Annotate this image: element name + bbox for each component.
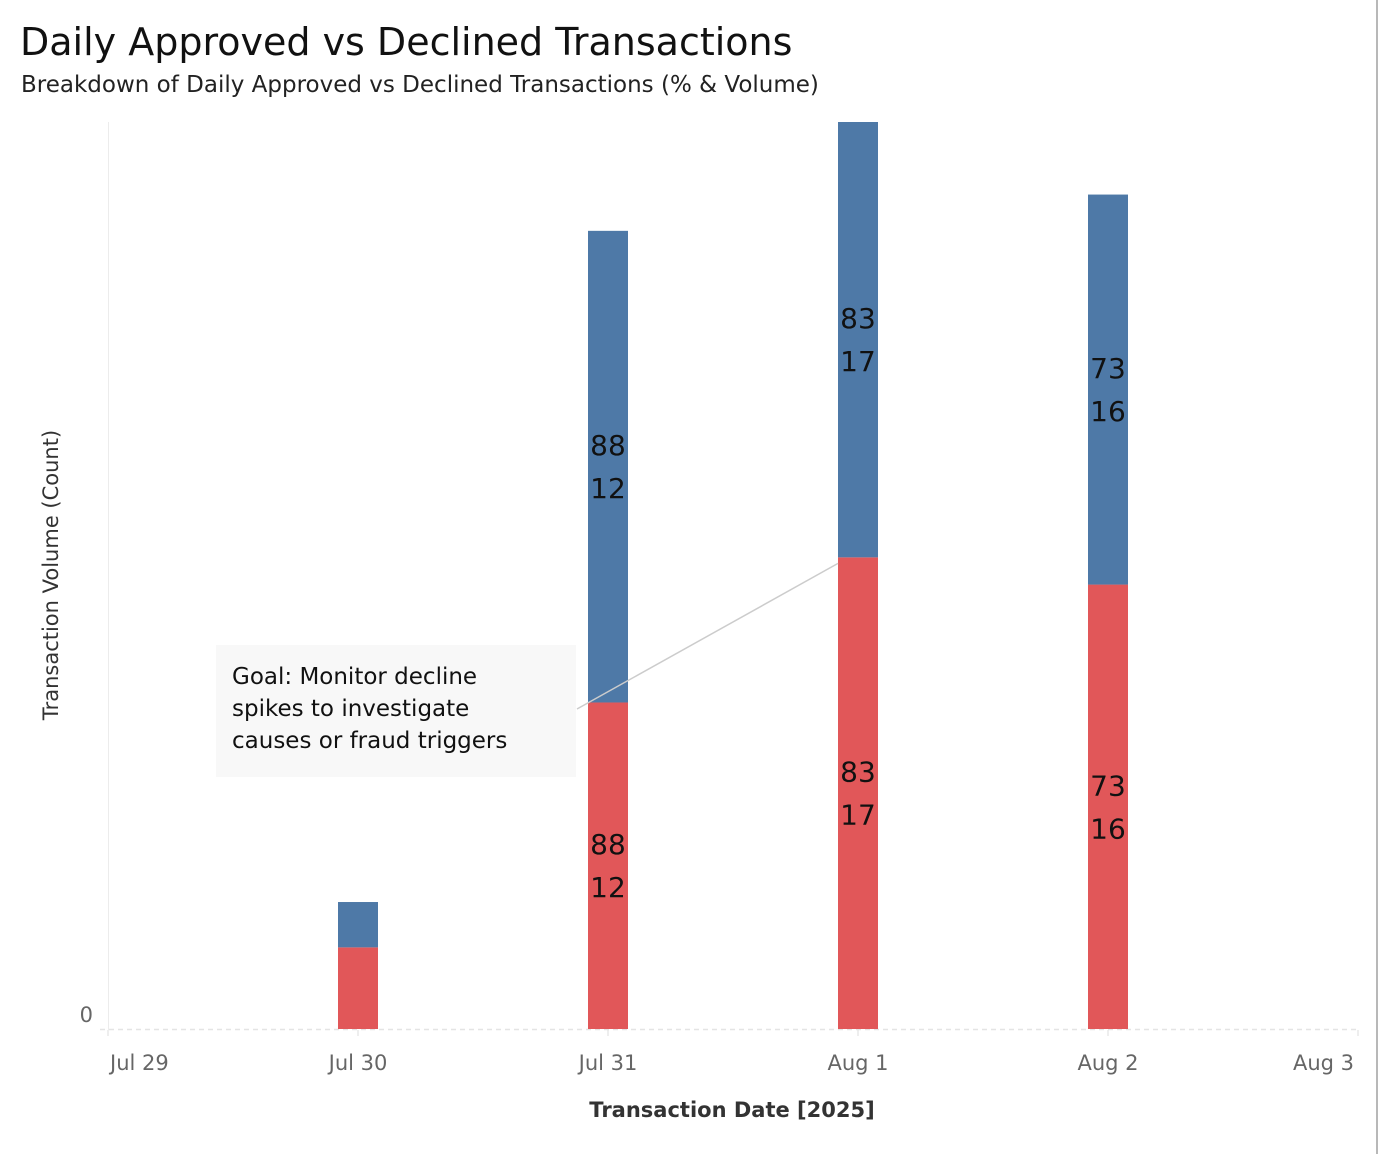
right-border [1376,0,1378,1154]
x-tick-label: Aug 1 [827,1051,888,1075]
bar-segment-lower [338,947,378,1029]
data-label-lower: 73 [1090,769,1126,802]
data-label-lower: 16 [1090,812,1126,845]
bars-layer [338,122,1128,1029]
data-label-lower: 83 [840,756,876,789]
x-axis-title: Transaction Date [2025] [589,1098,874,1122]
bar-segment-lower [838,557,878,1029]
annotation-box: Goal: Monitor decline spikes to investig… [216,645,576,777]
x-tick-label: Aug 3 [1293,1051,1354,1075]
y-tick-label: 0 [80,1003,93,1027]
data-label-upper: 73 [1090,352,1126,385]
annotation-line-2: spikes to investigate [232,696,470,722]
bar-segment-lower [1088,584,1128,1029]
data-label-upper: 16 [1090,395,1126,428]
data-label-upper: 12 [590,472,626,505]
data-label-upper: 88 [590,429,626,462]
chart-title: Daily Approved vs Declined Transactions [20,20,793,64]
data-label-upper: 83 [840,302,876,335]
y-axis-title: Transaction Volume (Count) [39,430,63,721]
x-tick-label: Jul 31 [577,1051,638,1075]
bar-segment-upper [338,902,378,948]
data-label-lower: 17 [840,799,876,832]
bar-segment-upper [838,122,878,558]
annotation-leader-line [576,562,839,710]
chart-subtitle: Breakdown of Daily Approved vs Declined … [21,72,819,98]
data-label-upper: 17 [840,345,876,378]
annotation-line-1: Goal: Monitor decline [232,664,478,690]
ticks-layer: Jul 29 Jul 30 Jul 31 Aug 1 Aug 2 Aug 3 0 [80,1003,1359,1075]
annotation-line-3: causes or fraud triggers [232,728,508,754]
data-label-lower: 12 [590,871,626,904]
x-tick-label: Aug 2 [1077,1051,1138,1075]
bar-segment-upper [1088,194,1128,585]
labels-layer: 88 12 88 12 83 17 83 17 73 16 73 16 [590,302,1126,904]
bar-segment-lower [588,702,628,1029]
data-label-lower: 88 [590,828,626,861]
x-tick-label: Jul 30 [327,1051,388,1075]
x-tick-label: Jul 29 [108,1051,169,1075]
bar-segment-upper [588,230,628,703]
